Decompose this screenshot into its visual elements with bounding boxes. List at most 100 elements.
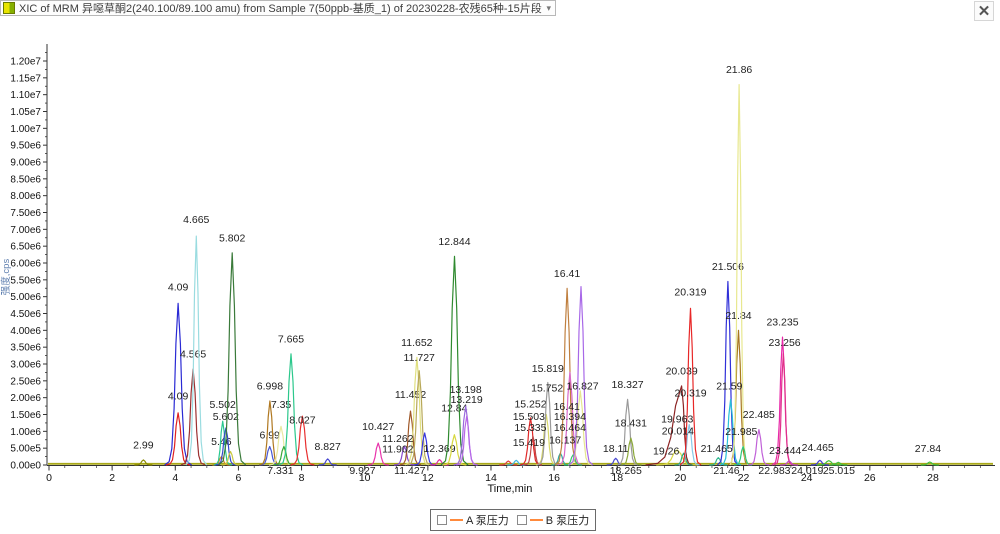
legend-label-b-pump: B 泵压力	[545, 515, 590, 527]
y-axis-tick-label: 3.00e6	[10, 360, 41, 371]
y-axis-tick-label: 7.50e6	[10, 208, 41, 219]
peak-trace	[729, 84, 749, 466]
peak-label: 7.665	[278, 333, 304, 345]
peak-label: 15.819	[532, 363, 564, 375]
peak-trace	[780, 460, 799, 466]
chromatogram-plot-area[interactable]: 0.00e0 5.00e5 1.00e6 1.50e6 2.00e6 2.50e6 3.00…	[0, 17, 1000, 507]
peak-label: 19.963	[661, 413, 693, 425]
peak-trace	[164, 302, 192, 466]
legend: A 泵压力 B 泵压力	[430, 509, 597, 531]
peak-trace	[616, 398, 639, 466]
legend-item-a-pump: A 泵压力	[437, 512, 509, 528]
peak-trace	[748, 429, 770, 466]
window-titlebar: XIC of MRM 异噁草酮2(240.100/89.100 amu) fro…	[0, 0, 556, 16]
peak-label: 12.84	[441, 403, 467, 415]
dropdown-caret-icon[interactable]: ▾	[546, 2, 551, 13]
y-axis-tick-label: 8.00e6	[10, 191, 41, 202]
peak-trace	[537, 381, 559, 466]
x-axis-tick-label: 26	[864, 472, 876, 484]
legend-checkbox-a-pump[interactable]	[437, 515, 447, 525]
peak-trace	[773, 353, 793, 466]
y-axis-tick-label: 1.05e7	[10, 107, 41, 118]
peak-label: 21.985	[725, 426, 757, 438]
peak-label: 16.41	[554, 401, 580, 413]
legend-line-swatch-b	[529, 519, 543, 521]
peak-label: 21.506	[712, 261, 744, 273]
x-axis-tick-label: 16	[548, 472, 560, 484]
peak-trace	[453, 405, 478, 466]
below-axis-peak-label: 21.46	[713, 465, 739, 477]
peak-trace	[679, 307, 702, 466]
x-axis-tick-label: 12	[422, 472, 434, 484]
below-axis-peak-label: 25.015	[823, 465, 855, 477]
peak-label: 11.902	[382, 444, 413, 456]
peak-label: 10.427	[362, 421, 394, 433]
peak-trace	[535, 413, 557, 466]
peak-label: 20.039	[666, 365, 698, 377]
peak-trace	[218, 252, 247, 466]
peak-trace	[273, 445, 295, 466]
chromatogram-plot[interactable]: 0.00e0 5.00e5 1.00e6 1.50e6 2.00e6 2.50e6 3.00…	[0, 17, 1000, 507]
peak-label: 16.394	[554, 411, 586, 423]
below-axis-peak-label: 24.019	[791, 465, 823, 477]
close-button[interactable]: ✕	[974, 1, 994, 21]
peak-trace	[404, 356, 430, 466]
peak-trace	[268, 425, 294, 466]
x-axis-tick-label: 24	[801, 472, 813, 484]
peak-label: 5.802	[219, 232, 245, 244]
peak-trace	[221, 450, 240, 466]
x-axis-tick-label: 6	[235, 472, 241, 484]
peak-label: 8.027	[289, 414, 315, 426]
peak-label: 13.198	[450, 384, 482, 396]
peak-label: 18.11	[603, 443, 629, 455]
peak-trace	[290, 415, 315, 466]
peak-trace	[645, 385, 693, 466]
peak-trace	[259, 445, 281, 466]
peak-label: 11.262	[382, 433, 413, 445]
peak-label: 16.41	[554, 268, 580, 280]
peak-trace	[554, 287, 580, 466]
peak-trace	[406, 370, 432, 466]
y-axis-tick-label: 4.50e6	[10, 309, 41, 320]
peak-label: 24.465	[802, 442, 834, 454]
peak-trace	[499, 460, 518, 466]
peak-label: 11.652	[401, 337, 432, 349]
x-axis-tick-label: 4	[172, 472, 178, 484]
peak-label: 2.99	[133, 440, 154, 452]
peak-trace	[564, 454, 583, 466]
x-axis-tick-label: 18	[611, 472, 623, 484]
peak-label: 15.335	[514, 422, 546, 434]
y-axis-tick-label: 5.00e5	[10, 444, 41, 455]
legend-checkbox-b-pump[interactable]	[516, 515, 527, 525]
below-axis-peak-label: 9.927	[349, 465, 375, 477]
y-axis-tick-label: 1.00e6	[10, 427, 41, 438]
peak-trace	[165, 412, 191, 466]
peak-label: 18.431	[615, 418, 647, 430]
legend-item-b-pump: B 泵压力	[516, 512, 590, 528]
peak-trace	[734, 445, 753, 466]
peak-label: 13.219	[451, 394, 483, 406]
y-axis-tick-label: 6.00e6	[10, 259, 41, 270]
y-axis-tick-label: 5.00e6	[10, 292, 41, 303]
peak-trace	[523, 435, 543, 466]
below-axis-peak-label: 18.265	[610, 465, 642, 477]
peak-label: 21.59	[716, 381, 742, 393]
peak-label: 21.86	[726, 64, 752, 76]
legend-label-a-pump: A 泵压力	[466, 515, 509, 527]
peak-label: 27.84	[915, 443, 941, 455]
x-axis-tick-label: 28	[927, 472, 939, 484]
peak-label: 11.452	[395, 389, 426, 401]
peak-trace	[568, 286, 594, 466]
peak-label: 23.256	[769, 337, 801, 349]
peak-label: 20.319	[674, 387, 706, 399]
y-axis-tick-label: 2.50e6	[10, 376, 41, 387]
peak-trace	[920, 461, 939, 466]
peak-label: 4.665	[183, 214, 209, 226]
x-axis-tick-label: 22	[738, 472, 750, 484]
peak-label: 19.26	[653, 446, 679, 458]
x-axis-tick-label: 8	[299, 472, 305, 484]
peak-trace	[215, 427, 237, 466]
y-axis-tick-label: 9.00e6	[10, 158, 41, 169]
y-axis-tick-label: 0.00e0	[10, 461, 41, 472]
